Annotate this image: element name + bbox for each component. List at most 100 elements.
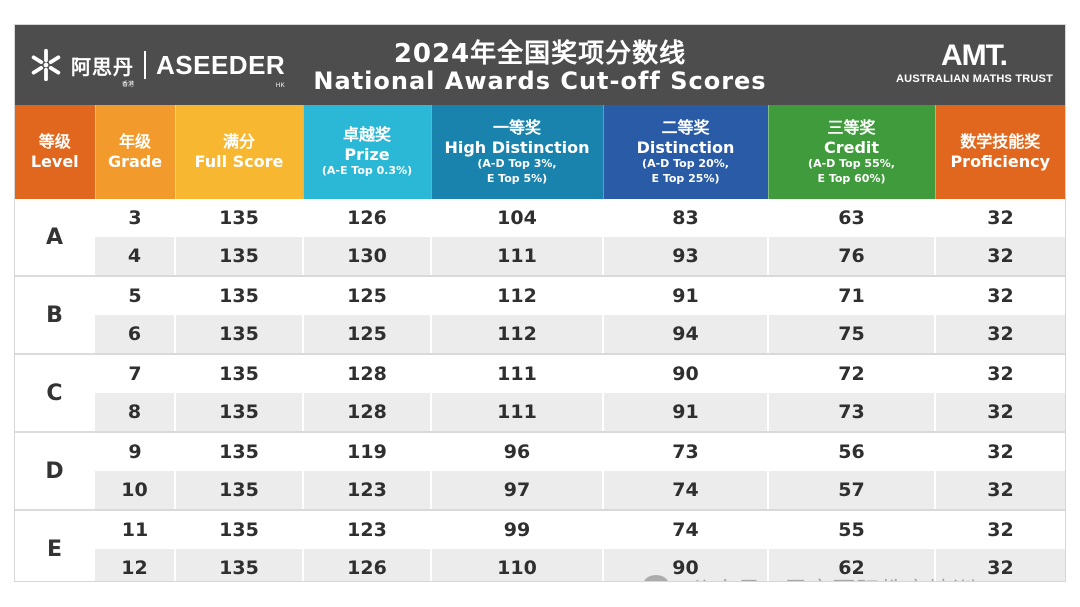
full-score-cell: 135 <box>174 199 303 237</box>
column-header-cn: 三等奖 <box>827 118 876 138</box>
full-score-cell: 135 <box>174 549 303 581</box>
brand-divider <box>144 51 146 79</box>
high-distinction-cell: 111 <box>430 354 603 393</box>
column-header-cn: 满分 <box>222 132 255 152</box>
proficiency-cell: 32 <box>934 510 1065 549</box>
column-header-cn: 一等奖 <box>492 118 541 138</box>
credit-cell: 56 <box>767 432 935 471</box>
distinction-cell: 73 <box>602 432 768 471</box>
brand-english-sub: HK <box>275 82 286 89</box>
scores-card: 阿思丹 香港 ASEEDER HK 2024年全国奖项分数线 National … <box>15 25 1065 581</box>
credit-cell: 76 <box>767 237 935 277</box>
grade-cell: 3 <box>94 199 175 237</box>
table-header-row: 等级 Level 年级 Grade 满分 Full Score 卓越奖 Prize (A-E T… <box>15 105 1065 199</box>
distinction-cell: 93 <box>602 237 768 277</box>
proficiency-cell: 32 <box>934 432 1065 471</box>
column-header-en: Proficiency <box>950 152 1051 171</box>
column-header-note: (A-D Top 55%, E Top 60%) <box>808 157 895 185</box>
credit-cell: 57 <box>767 471 935 511</box>
column-header-7: 数学技能奖 Proficiency <box>934 105 1065 199</box>
column-header-note: (A-E Top 0.3%) <box>321 164 413 178</box>
column-header-en: Credit <box>823 137 880 157</box>
distinction-cell: 91 <box>602 393 768 433</box>
proficiency-cell: 32 <box>934 471 1065 511</box>
title-bar: 阿思丹 香港 ASEEDER HK 2024年全国奖项分数线 National … <box>15 25 1065 105</box>
prize-cell: 123 <box>302 510 431 549</box>
prize-cell: 126 <box>302 549 431 581</box>
credit-cell: 71 <box>767 276 935 315</box>
table-row: 6 135 125 112 94 75 32 <box>15 315 1065 355</box>
prize-cell: 119 <box>302 432 431 471</box>
distinction-cell: 74 <box>602 471 768 511</box>
grade-cell: 4 <box>95 237 175 277</box>
brand-chinese-name: 阿思丹 香港 <box>71 54 134 88</box>
column-header-4: 一等奖 High Distinction (A-D Top 3%, E Top 5%… <box>430 105 603 199</box>
table-row: C 7 135 128 111 90 72 32 <box>15 354 1065 433</box>
table-row: E 11 135 123 99 74 55 32 <box>15 510 1065 581</box>
column-header-cn: 年级 <box>118 132 151 152</box>
amt-logo-name: AUSTRALIAN MATHS TRUST <box>896 73 1053 85</box>
grade-cell: 5 <box>94 276 175 315</box>
full-score-cell: 135 <box>174 471 303 511</box>
prize-cell: 128 <box>302 354 431 393</box>
distinction-cell: 91 <box>602 276 768 315</box>
full-score-cell: 135 <box>174 276 303 315</box>
high-distinction-cell: 96 <box>430 432 603 471</box>
column-header-en: Full Score <box>194 152 284 171</box>
level-cell: D <box>15 432 95 511</box>
column-header-en: Distinction <box>636 137 735 157</box>
credit-cell: 73 <box>767 393 935 433</box>
column-header-cn: 卓越奖 <box>342 125 391 145</box>
brand-chinese-sub: 香港 <box>121 80 134 88</box>
column-header-note: (A-D Top 20%, E Top 25%) <box>642 157 729 185</box>
distinction-cell: 74 <box>602 510 768 549</box>
page-title-english: National Awards Cut-off Scores <box>313 67 767 95</box>
table-row: A 3 135 126 104 83 63 32 <box>15 199 1065 277</box>
column-header-en: Prize <box>344 144 390 164</box>
credit-cell: 55 <box>767 510 935 549</box>
grade-cell: 8 <box>95 393 175 433</box>
level-cell: A <box>15 199 95 277</box>
prize-cell: 128 <box>302 393 431 433</box>
distinction-cell: 90 <box>602 354 768 393</box>
full-score-cell: 135 <box>174 354 303 393</box>
distinction-cell: 94 <box>602 315 768 355</box>
high-distinction-cell: 112 <box>430 276 603 315</box>
brand-english-name: ASEEDER HK <box>156 49 286 89</box>
prize-cell: 130 <box>302 237 431 277</box>
credit-cell: 75 <box>767 315 935 355</box>
column-header-2: 满分 Full Score <box>174 105 303 199</box>
high-distinction-cell: 99 <box>430 510 603 549</box>
grade-cell: 12 <box>95 549 175 581</box>
prize-cell: 126 <box>302 199 431 237</box>
column-header-1: 年级 Grade <box>94 105 175 199</box>
column-header-note: (A-D Top 3%, E Top 5%) <box>477 157 557 185</box>
grade-cell: 11 <box>94 510 175 549</box>
proficiency-cell: 32 <box>934 199 1065 237</box>
distinction-cell: 83 <box>602 199 768 237</box>
amt-logo: AMT. AUSTRALIAN MATHS TRUST <box>896 41 1053 86</box>
column-header-cn: 等级 <box>38 132 71 152</box>
level-cell: E <box>15 510 95 581</box>
full-score-cell: 135 <box>174 432 303 471</box>
prize-cell: 125 <box>302 315 431 355</box>
table-row: 4 135 130 111 93 76 32 <box>15 237 1065 277</box>
spark-logo-icon <box>31 48 61 82</box>
table-row: 10 135 123 97 74 57 32 <box>15 471 1065 511</box>
grade-cell: 7 <box>94 354 175 393</box>
full-score-cell: 135 <box>174 315 303 355</box>
grade-cell: 9 <box>94 432 175 471</box>
high-distinction-cell: 111 <box>430 237 603 277</box>
full-score-cell: 135 <box>174 393 303 433</box>
credit-cell: 62 <box>767 549 935 581</box>
distinction-cell: 90 <box>602 549 768 581</box>
proficiency-cell: 32 <box>934 354 1065 393</box>
proficiency-cell: 32 <box>934 315 1065 355</box>
level-cell: C <box>15 354 95 433</box>
column-header-en: Grade <box>107 152 163 171</box>
column-header-3: 卓越奖 Prize (A-E Top 0.3%) <box>302 105 431 199</box>
high-distinction-cell: 104 <box>430 199 603 237</box>
proficiency-cell: 32 <box>934 393 1065 433</box>
table-body: A 3 135 126 104 83 63 32 4 135 130 111 93 76 32 B 5 135 12… <box>15 199 1065 581</box>
credit-cell: 63 <box>767 199 935 237</box>
